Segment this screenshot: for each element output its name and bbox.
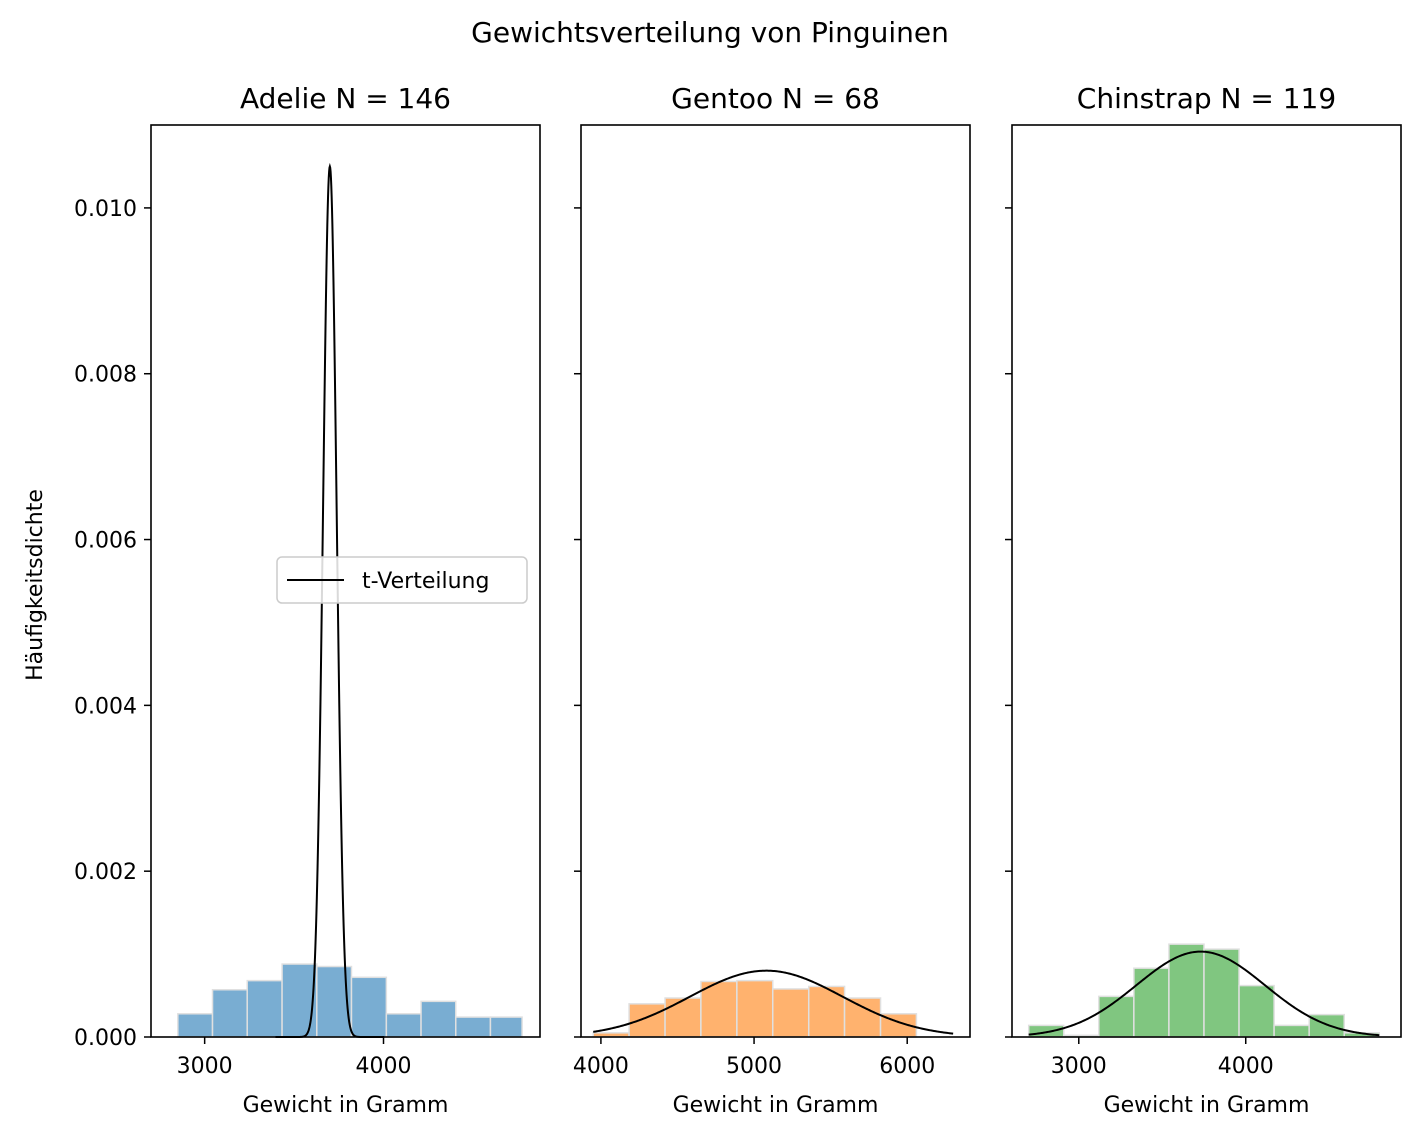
- hist-bar: [1027, 1024, 1065, 1038]
- hist-bar: [771, 988, 810, 1038]
- legend-label: t-Verteilung: [362, 569, 489, 594]
- hist-bar: [420, 1000, 457, 1038]
- panel-title: Gentoo N = 68: [671, 82, 880, 115]
- hist-bar: [628, 1003, 666, 1038]
- x-tick-label: 4000: [356, 1054, 412, 1079]
- hist-bar: [700, 980, 738, 1038]
- y-tick-label: 0.008: [74, 363, 137, 388]
- legend: t-Verteilung: [276, 556, 528, 604]
- hist-bar: [1098, 995, 1135, 1038]
- x-tick-label: 5000: [726, 1054, 782, 1079]
- x-tick-label: 4000: [573, 1054, 629, 1079]
- figure-title: Gewichtsverteilung von Pinguinen: [471, 16, 949, 49]
- hist-bar: [385, 1013, 422, 1038]
- hist-bar: [1133, 967, 1170, 1038]
- hist-bar: [1308, 1013, 1345, 1038]
- hist-bar: [664, 997, 702, 1038]
- x-tick-label: 3000: [177, 1054, 233, 1079]
- x-axis-label: Gewicht in Gramm: [243, 1093, 449, 1118]
- y-tick-label: 0.002: [74, 860, 137, 885]
- panel-title: Adelie N = 146: [240, 82, 451, 115]
- panel-2: 4000 5000 6000 Gentoo N = 68 Gewicht in Gram…: [573, 82, 971, 1118]
- panels: 3000 4000 0.000 0.002 0.004 0.006 0.008 0.010 Ad…: [74, 82, 1402, 1118]
- y-axis-label: Häufigkeitsdichte: [23, 489, 48, 681]
- hist-bar: [736, 979, 774, 1038]
- hist-bar: [843, 997, 882, 1038]
- y-tick-label: 0.000: [74, 1026, 137, 1051]
- hist-bar: [350, 976, 388, 1038]
- density-curve: [1028, 950, 1380, 1037]
- y-tick-label: 0.006: [74, 529, 137, 554]
- hist-bar: [455, 1016, 492, 1038]
- hist-bar: [1273, 1024, 1310, 1038]
- panel-title: Chinstrap N = 119: [1077, 82, 1336, 115]
- y-tick-label: 0.004: [74, 694, 137, 719]
- legend-box: [276, 556, 528, 604]
- x-tick-label: 3000: [1051, 1054, 1107, 1079]
- x-tick-label: 6000: [879, 1054, 935, 1079]
- axes-frame: [1011, 124, 1402, 1038]
- hist-bar: [246, 979, 283, 1038]
- panel-3: 3000 4000 Chinstrap N = 119 Gewicht in Gram…: [1005, 82, 1402, 1118]
- density-curve: [593, 969, 954, 1035]
- y-tick-label: 0.010: [74, 197, 137, 222]
- x-axis-label: Gewicht in Gramm: [1104, 1093, 1310, 1118]
- axes-frame: [580, 124, 971, 1038]
- hist-bar: [177, 1013, 214, 1038]
- hist-bar: [281, 963, 318, 1038]
- hist-bar: [1238, 984, 1275, 1038]
- hist-bar: [489, 1016, 523, 1038]
- hist-bar: [211, 988, 248, 1038]
- x-axis-label: Gewicht in Gramm: [673, 1093, 879, 1118]
- axes-frame: [150, 124, 541, 1038]
- hist-bar: [1203, 948, 1240, 1038]
- panel-1: 3000 4000 0.000 0.002 0.004 0.006 0.008 0.010 Ad…: [74, 82, 541, 1118]
- x-tick-label: 4000: [1218, 1054, 1274, 1079]
